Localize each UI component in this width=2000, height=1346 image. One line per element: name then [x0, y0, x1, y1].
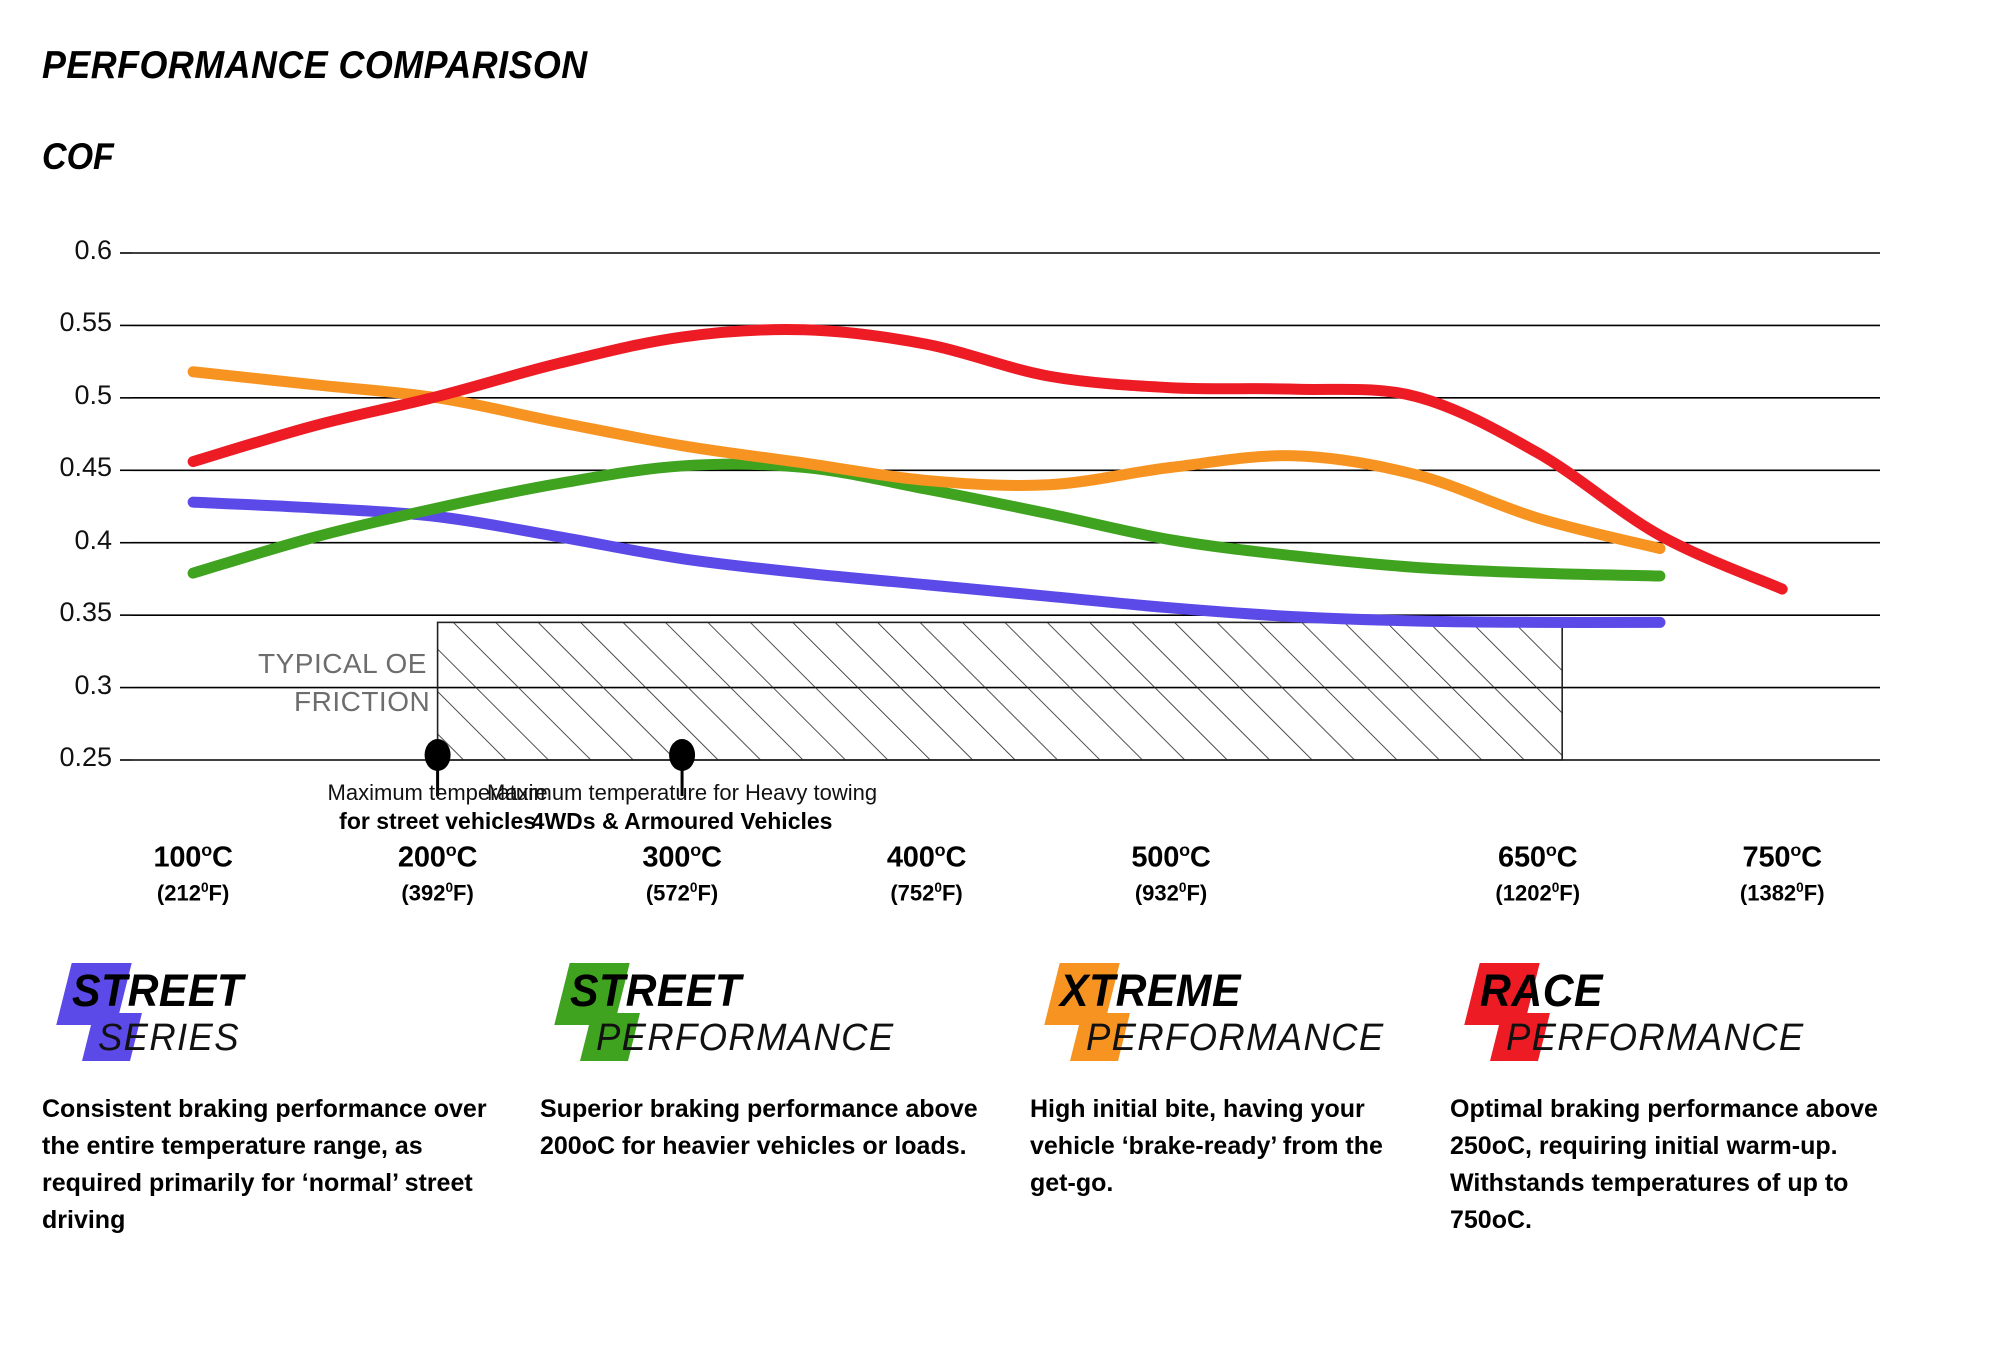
typical-oe-friction-label: TYPICAL OE FRICTION — [258, 645, 430, 721]
legend-item-description: Optimal braking performance above 250oC,… — [1450, 1095, 1878, 1234]
x-tick-celsius: 400oC — [886, 840, 967, 874]
annotation-line1: Maximum temperature — [327, 780, 548, 805]
logo-word-primary: XTREME — [1060, 965, 1241, 1016]
legend-item-description: Superior braking performance above 200oC… — [540, 1095, 978, 1160]
marker-dot — [669, 739, 696, 771]
oe-band-rect — [436, 621, 1563, 761]
series-line-race-performance — [187, 324, 1788, 595]
logo-word-primary: STREET — [72, 965, 244, 1016]
typical-oe-band — [436, 621, 1563, 761]
temperature-markers — [424, 739, 696, 796]
marker-dot — [424, 739, 451, 771]
legend-item-street-series[interactable]: STREET SERIES Consistent braking performan… — [42, 955, 502, 1239]
x-axis-tick-label: 400oC (7520F) — [827, 840, 1027, 906]
x-axis-tick-label: 300oC (5720F) — [582, 840, 782, 906]
product-logo: STREET SERIES — [42, 955, 502, 1073]
legend-item-description: High initial bite, having your vehicle ‘… — [1030, 1095, 1383, 1197]
x-axis-tick-label: 500oC (9320F) — [1071, 840, 1271, 906]
legend: STREET SERIES Consistent braking performan… — [0, 955, 2000, 1335]
logo-word-secondary: PERFORMANCE — [596, 1017, 895, 1059]
y-axis-tick-label: 0.25 — [59, 742, 112, 772]
x-axis-tick-label: 200oC (3920F) — [338, 840, 538, 906]
annotation-line2: 4WDs & Armoured Vehicles — [531, 808, 833, 834]
x-tick-celsius: 750oC — [1742, 840, 1823, 874]
x-tick-celsius: 500oC — [1131, 840, 1211, 874]
x-tick-fahrenheit: (7520F) — [890, 879, 963, 905]
x-axis-tick-label: 100oC (2120F) — [93, 840, 293, 906]
series-lines — [187, 324, 1788, 628]
legend-item-race-performance[interactable]: RACE PERFORMANCE Optimal braking performan… — [1450, 955, 1900, 1239]
chart-area — [120, 252, 1880, 796]
marker-annotation: Maximum temperature for street vehicles — [138, 780, 738, 835]
page-title: PERFORMANCE COMPARISON — [42, 44, 588, 87]
oe-label-line1: TYPICAL OE — [258, 648, 427, 679]
x-axis-tick-label: 750oC (13820F) — [1682, 840, 1882, 906]
x-tick-celsius: 650oC — [1498, 840, 1578, 874]
logo-word-secondary: PERFORMANCE — [1506, 1017, 1805, 1059]
logo-word-secondary: SERIES — [98, 1017, 240, 1059]
y-axis-tick-label: 0.4 — [74, 524, 112, 555]
x-tick-celsius: 200oC — [397, 840, 478, 874]
axis-title-cof: COF — [42, 136, 114, 177]
oe-label-line2: FRICTION — [294, 686, 431, 717]
legend-item-street-performance[interactable]: STREET PERFORMANCE Superior braking perfor… — [540, 955, 990, 1165]
x-tick-fahrenheit: (5720F) — [645, 879, 719, 905]
legend-item-xtreme-performance[interactable]: XTREME PERFORMANCE High initial bite, havi… — [1030, 955, 1430, 1202]
marker-annotation: Maximum temperature for Heavy towing 4WDs… — [382, 780, 982, 835]
series-line-street-series — [187, 496, 1666, 628]
logo-word-primary: RACE — [1480, 965, 1604, 1016]
annotation-line1: Maximum temperature for Heavy towing — [487, 780, 878, 805]
x-tick-fahrenheit: (3920F) — [401, 879, 474, 905]
series-line-street-performance — [187, 458, 1666, 582]
logo-word-secondary: PERFORMANCE — [1086, 1017, 1385, 1059]
legend-item-description: Consistent braking performance over the … — [42, 1095, 487, 1234]
x-tick-fahrenheit: (2120F) — [156, 879, 230, 905]
y-axis-tick-label: 0.5 — [74, 379, 112, 410]
logo-word-primary: STREET — [570, 965, 742, 1016]
x-tick-celsius: 100oC — [153, 840, 233, 874]
x-axis-tick-label: 650oC (12020F) — [1438, 840, 1638, 906]
x-tick-fahrenheit: (12020F) — [1495, 879, 1581, 905]
product-logo: XTREME PERFORMANCE — [1030, 955, 1430, 1073]
product-logo: RACE PERFORMANCE — [1450, 955, 1900, 1073]
y-axis-tick-label: 0.35 — [59, 597, 112, 628]
product-logo: STREET PERFORMANCE — [540, 955, 990, 1073]
x-tick-fahrenheit: (13820F) — [1739, 879, 1825, 905]
annotation-line2: for street vehicles — [339, 808, 537, 834]
x-tick-fahrenheit: (9320F) — [1134, 879, 1208, 905]
x-tick-celsius: 300oC — [642, 840, 722, 874]
y-axis-tick-label: 0.6 — [74, 235, 112, 265]
y-axis-tick-label: 0.3 — [74, 669, 112, 700]
y-axis-tick-label: 0.45 — [59, 452, 112, 483]
y-axis-tick-label: 0.55 — [59, 307, 112, 338]
chart-svg — [120, 252, 1880, 796]
